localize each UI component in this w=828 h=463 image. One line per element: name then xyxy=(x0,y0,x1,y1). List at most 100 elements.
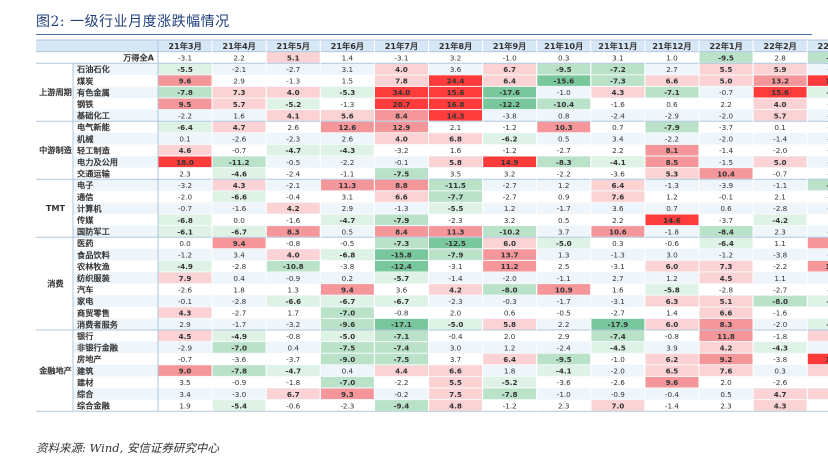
cell-value: -3.1 xyxy=(394,53,408,62)
cell-value: -3.6 xyxy=(557,378,571,387)
cell-value: 5.1 xyxy=(287,53,300,62)
cell-value: -15.8 xyxy=(391,251,412,260)
cell-value: 0.1 xyxy=(774,123,785,132)
cell-value: -9.5 xyxy=(718,53,734,62)
cell-value: -7.9 xyxy=(448,251,464,260)
heat-cell xyxy=(699,52,753,63)
cell-value: -1.2 xyxy=(503,146,517,155)
heat-cell xyxy=(266,52,320,63)
heat-cell xyxy=(537,63,591,75)
cell-value: -2.6 xyxy=(773,378,787,387)
cell-value: 34.0 xyxy=(393,88,411,97)
heat-cell xyxy=(374,86,428,98)
cell-value: -7.0 xyxy=(231,343,247,352)
heat-cell xyxy=(429,388,483,400)
cell-value: 3.4 xyxy=(179,390,191,399)
cell-value: 9.5 xyxy=(179,100,192,109)
cell-value: 6.0 xyxy=(503,239,516,248)
row-label: 医药 xyxy=(77,238,93,248)
cell-value: -7.5 xyxy=(394,169,410,178)
heat-cell xyxy=(212,330,266,342)
heat-cell xyxy=(374,168,428,179)
cell-value: 9.0 xyxy=(179,367,192,376)
cell-value: -7.1 xyxy=(664,88,680,97)
heat-cell xyxy=(591,179,645,191)
heat-cell xyxy=(320,284,374,295)
cell-value: 2.9 xyxy=(233,77,245,86)
heat-cell xyxy=(699,226,753,237)
cell-value: -2.0 xyxy=(611,367,625,376)
cell-value: 5.8 xyxy=(503,320,516,329)
cell-value: 7.6 xyxy=(611,193,624,202)
heat-cell xyxy=(374,342,428,353)
cell-value: -1.4 xyxy=(719,146,733,155)
heat-cell xyxy=(212,237,266,249)
cell-value: 3.0 xyxy=(666,251,678,260)
cell-value: 4.3 xyxy=(233,181,246,190)
cell-value: 5.6 xyxy=(341,111,354,120)
heat-cell xyxy=(158,226,212,237)
cell-value: -7.4 xyxy=(394,343,410,352)
cell-value: -2.6 xyxy=(178,285,192,294)
cell-value: 18.4 xyxy=(825,77,828,86)
cell-value: 20.7 xyxy=(393,100,411,109)
cell-value: 3.7 xyxy=(558,227,569,236)
heat-cell xyxy=(158,307,212,318)
cell-value: -0.7 xyxy=(178,355,192,364)
cell-value: -2.4 xyxy=(286,169,300,178)
heat-cell xyxy=(591,75,645,86)
heat-cell xyxy=(158,63,212,75)
row-stripe xyxy=(73,341,828,354)
heat-cell xyxy=(266,295,320,307)
heat-cell xyxy=(429,376,483,388)
cell-value: 5.5 xyxy=(449,378,462,387)
heat-cell xyxy=(807,388,828,400)
cell-value: -0.1 xyxy=(178,297,192,306)
cell-value: -9.5 xyxy=(556,65,572,74)
cell-value: -12.5 xyxy=(445,239,466,248)
heat-cell xyxy=(807,75,828,86)
cell-value: -2.7 xyxy=(232,309,246,318)
cell-value: -1.7 xyxy=(557,204,571,213)
heat-cell xyxy=(158,121,212,133)
cell-value: -2.2 xyxy=(557,169,571,178)
cell-value: 7.5 xyxy=(449,390,462,399)
heat-cell xyxy=(320,121,374,133)
column-header: 22年3月 xyxy=(818,41,828,51)
cell-value: -7.5 xyxy=(826,53,828,62)
heat-cell xyxy=(429,284,483,295)
cell-value: -0.6 xyxy=(665,239,679,248)
heat-cell xyxy=(374,214,428,226)
cell-value: -7.8 xyxy=(177,88,193,97)
heat-cell xyxy=(645,121,699,133)
cell-value: 0.6 xyxy=(666,100,678,109)
heat-cell xyxy=(429,237,483,249)
row-label: 消费者服务 xyxy=(77,319,119,329)
cell-value: -5.0 xyxy=(448,320,464,329)
cell-value: -2.6 xyxy=(611,378,625,387)
heat-cell xyxy=(374,400,428,411)
heat-cell xyxy=(807,365,828,376)
cell-value: -4.3 xyxy=(772,343,788,352)
row-label: 农林牧渔 xyxy=(76,261,110,271)
cell-value: -2.8 xyxy=(719,285,733,294)
cell-value: 3.1 xyxy=(612,53,623,62)
column-header: 21年8月 xyxy=(439,41,472,51)
cell-value: 4.7 xyxy=(774,390,787,399)
cell-value: -3.8 xyxy=(503,111,517,120)
cell-value: -17.1 xyxy=(391,320,412,329)
heat-cell xyxy=(645,168,699,179)
cell-value: 3.1 xyxy=(342,65,353,74)
cell-value: 0.6 xyxy=(720,204,732,213)
heat-cell xyxy=(537,98,591,110)
heat-cell xyxy=(429,110,483,121)
cell-value: -2.2 xyxy=(665,135,679,144)
cell-value: -0.7 xyxy=(178,204,192,213)
heat-cell xyxy=(374,110,428,121)
heat-cell xyxy=(320,353,374,365)
source-note: 资料来源: Wind, 安信证券研究中心 xyxy=(36,441,219,455)
heat-cell xyxy=(212,156,266,168)
cell-value: 7.3 xyxy=(720,262,733,271)
cell-value: -1.6 xyxy=(611,100,625,109)
cell-value: 3.6 xyxy=(396,285,408,294)
